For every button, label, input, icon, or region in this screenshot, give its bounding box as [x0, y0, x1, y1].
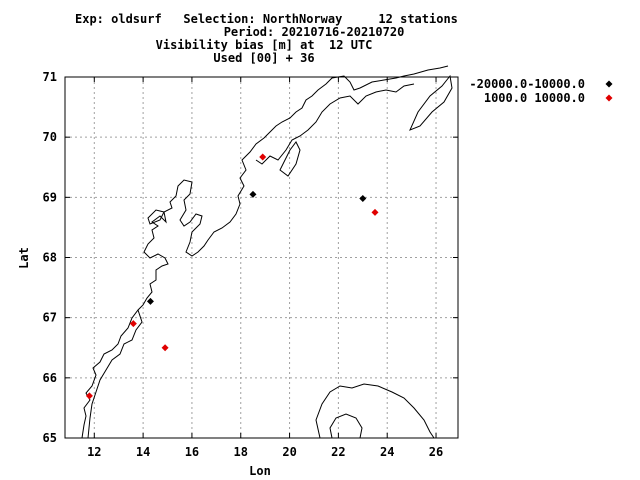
data-points — [85, 153, 379, 400]
x-tick-label: 16 — [185, 445, 199, 459]
x-tick-label: 14 — [136, 445, 150, 459]
legend-marker — [605, 80, 613, 88]
kola-inner — [329, 413, 363, 439]
y-tick-label: 65 — [43, 431, 57, 445]
coastline — [81, 65, 453, 439]
plot-frame — [64, 76, 459, 439]
kola-coast — [315, 383, 435, 439]
y-tick-label: 70 — [43, 130, 57, 144]
x-tick-label: 26 — [429, 445, 443, 459]
chart-title-used: Used [00] + 36 — [213, 51, 314, 65]
x-tick-label: 24 — [380, 445, 394, 459]
chart-title-period: Period: 20210716-20210720 — [224, 25, 405, 39]
station-marker — [371, 208, 379, 216]
island-north-2 — [409, 74, 453, 131]
y-axis-label: Lat — [17, 247, 31, 269]
x-axis-label: Lon — [249, 464, 271, 478]
station-marker — [161, 344, 169, 352]
axes: 12 14 16 18 20 22 24 26 65 66 67 68 69 70 71 — [43, 70, 459, 459]
legend-label: 1000.0 10000.0 — [484, 91, 585, 105]
y-tick-label: 67 — [43, 311, 57, 325]
norway-fjords-north — [255, 83, 415, 165]
x-tick-label: 22 — [331, 445, 345, 459]
chart-title-variable: Visibility bias [m] at 12 UTC — [156, 38, 373, 52]
y-tick-label: 66 — [43, 371, 57, 385]
island-lofoten — [147, 209, 165, 225]
y-tick-label: 68 — [43, 251, 57, 265]
station-marker — [85, 392, 93, 400]
grid — [65, 77, 458, 438]
norway-coastline — [81, 65, 449, 439]
station-marker — [249, 190, 257, 198]
station-marker — [129, 320, 137, 328]
x-tick-label: 20 — [282, 445, 296, 459]
station-marker — [146, 297, 154, 305]
y-tick-label: 69 — [43, 190, 57, 204]
island-north-1 — [279, 141, 301, 177]
station-marker — [359, 195, 367, 203]
chart-title-line1: Exp: oldsurf Selection: NorthNorway 12 s… — [75, 12, 458, 26]
station-marker — [259, 153, 267, 161]
norway-fjord-inner — [87, 309, 143, 439]
legend-label: -20000.0-10000.0 — [469, 77, 585, 91]
x-tick-label: 12 — [87, 445, 101, 459]
legend-marker — [605, 94, 613, 102]
y-tick-label: 71 — [43, 70, 57, 84]
x-tick-label: 18 — [234, 445, 248, 459]
